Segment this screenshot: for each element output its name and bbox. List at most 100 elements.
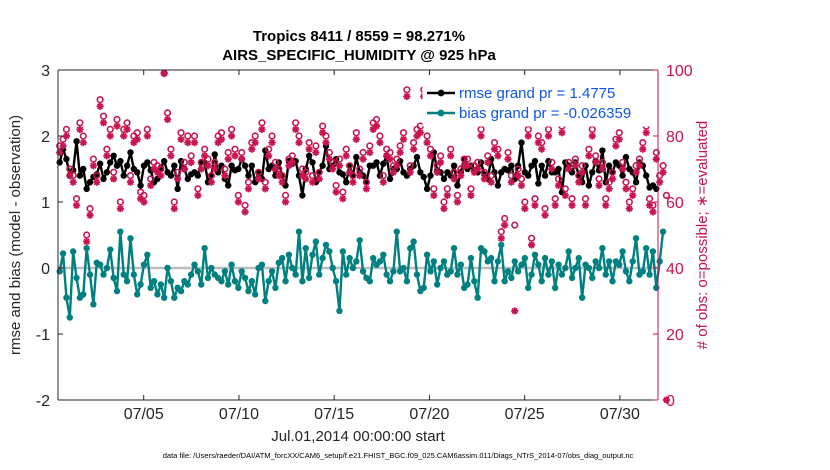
asterisk-stroke <box>484 159 491 166</box>
possible-obs-point <box>406 162 414 170</box>
asterisk-stroke <box>90 162 97 169</box>
possible-obs-point <box>581 195 590 203</box>
asterisk-stroke <box>525 132 532 140</box>
asterisk-stroke <box>595 182 603 189</box>
evaluated-obs-point <box>605 185 613 193</box>
evaluated-obs-point <box>558 129 566 137</box>
asterisk-stroke <box>76 126 84 133</box>
asterisk-stroke <box>316 175 323 183</box>
possible-obs-point <box>194 185 202 193</box>
possible-obs-point <box>187 152 195 160</box>
possible-obs-point <box>281 191 290 199</box>
bias-point <box>531 251 539 258</box>
possible-obs-point <box>629 185 637 193</box>
evaluated-obs-point <box>514 172 522 180</box>
possible-obs-point <box>190 132 199 140</box>
bias-point <box>208 264 215 272</box>
bias-point <box>626 278 633 285</box>
asterisk-stroke <box>575 179 582 186</box>
evaluated-obs-point <box>622 185 630 193</box>
possible-obs-point <box>399 129 408 137</box>
evaluated-obs-point <box>147 181 155 190</box>
possible-obs-point <box>426 145 435 153</box>
evaluated-obs-point <box>143 132 151 140</box>
asterisk-stroke <box>632 169 640 176</box>
evaluated-obs-point <box>578 168 586 176</box>
evaluated-obs-point <box>265 152 273 160</box>
evaluated-obs-point <box>99 119 108 127</box>
evaluated-obs-point <box>244 185 253 193</box>
rmse-point <box>632 179 640 186</box>
evaluated-obs-point <box>251 139 259 147</box>
bias-point <box>575 254 582 262</box>
evaluated-obs-point <box>72 201 81 209</box>
evaluated-obs-point <box>629 191 637 199</box>
asterisk-stroke <box>258 126 266 133</box>
bias-point <box>130 271 138 278</box>
rmse-point <box>440 175 448 183</box>
x-tick-label: 07/05 <box>124 406 164 423</box>
evaluated-obs-point <box>140 198 148 206</box>
evaluated-obs-point <box>197 165 205 173</box>
bias-point <box>100 271 107 278</box>
asterisk-stroke <box>177 136 185 143</box>
evaluated-obs-point <box>207 178 215 186</box>
possible-obs-point <box>598 158 606 166</box>
rmse-point <box>117 157 124 165</box>
asterisk-stroke <box>353 136 360 143</box>
evaluated-obs-point <box>271 165 280 173</box>
asterisk-stroke <box>305 146 313 153</box>
asterisk-stroke <box>457 172 464 179</box>
legend-entry: rmse grand pr = 1.4775 <box>459 85 615 102</box>
bias-point <box>548 258 556 265</box>
evaluated-obs-point <box>180 165 189 173</box>
asterisk-stroke <box>649 208 657 216</box>
possible-obs-point <box>227 125 236 133</box>
evaluated-obs-point <box>342 152 350 160</box>
evaluated-obs-point <box>541 211 549 219</box>
asterisk-stroke <box>481 175 488 183</box>
asterisk-stroke <box>245 185 252 192</box>
x-tick-label: 07/15 <box>314 406 354 423</box>
asterisk-stroke <box>535 139 542 146</box>
evaluated-obs-point <box>389 168 397 176</box>
evaluated-obs-point <box>302 175 310 183</box>
evaluated-obs-point <box>652 155 660 163</box>
asterisk-stroke <box>322 139 330 146</box>
bias-point <box>137 281 144 288</box>
y2-axis-label: # of obs: o=possible; ∗=evaluated <box>694 121 711 350</box>
bias-point <box>545 271 552 278</box>
bias-point <box>59 250 67 257</box>
y2-tick-label: 20 <box>666 327 684 344</box>
bias-point <box>518 261 525 268</box>
evaluated-obs-point <box>645 201 654 209</box>
asterisk-stroke <box>366 149 373 156</box>
rmse-point <box>171 162 178 169</box>
asterisk-stroke <box>184 139 191 146</box>
possible-obs-point <box>531 195 539 203</box>
possible-obs-point <box>241 201 249 209</box>
evaluated-obs-point <box>487 178 495 186</box>
bias-point <box>177 287 185 295</box>
evaluated-obs-point <box>399 135 408 143</box>
possible-obs-point <box>376 132 384 140</box>
evaluated-obs-point <box>292 125 300 133</box>
legend-box <box>422 79 655 127</box>
possible-obs-point <box>258 119 266 127</box>
bias-point <box>659 228 667 235</box>
evaluated-obs-point <box>585 152 593 160</box>
evaluated-obs-point <box>524 132 532 140</box>
possible-obs-point <box>534 132 542 140</box>
rmse-point <box>76 172 84 179</box>
evaluated-obs-point <box>635 162 644 170</box>
evaluated-obs-point <box>511 307 519 315</box>
evaluated-obs-point <box>561 191 569 199</box>
bias-point <box>309 251 316 258</box>
possible-obs-point <box>436 152 445 160</box>
bias-point <box>481 248 488 255</box>
rmse-point <box>380 160 387 167</box>
asterisk-stroke <box>602 202 609 209</box>
possible-obs-point <box>430 185 438 193</box>
asterisk-stroke <box>80 139 87 146</box>
asterisk-stroke <box>646 202 653 209</box>
